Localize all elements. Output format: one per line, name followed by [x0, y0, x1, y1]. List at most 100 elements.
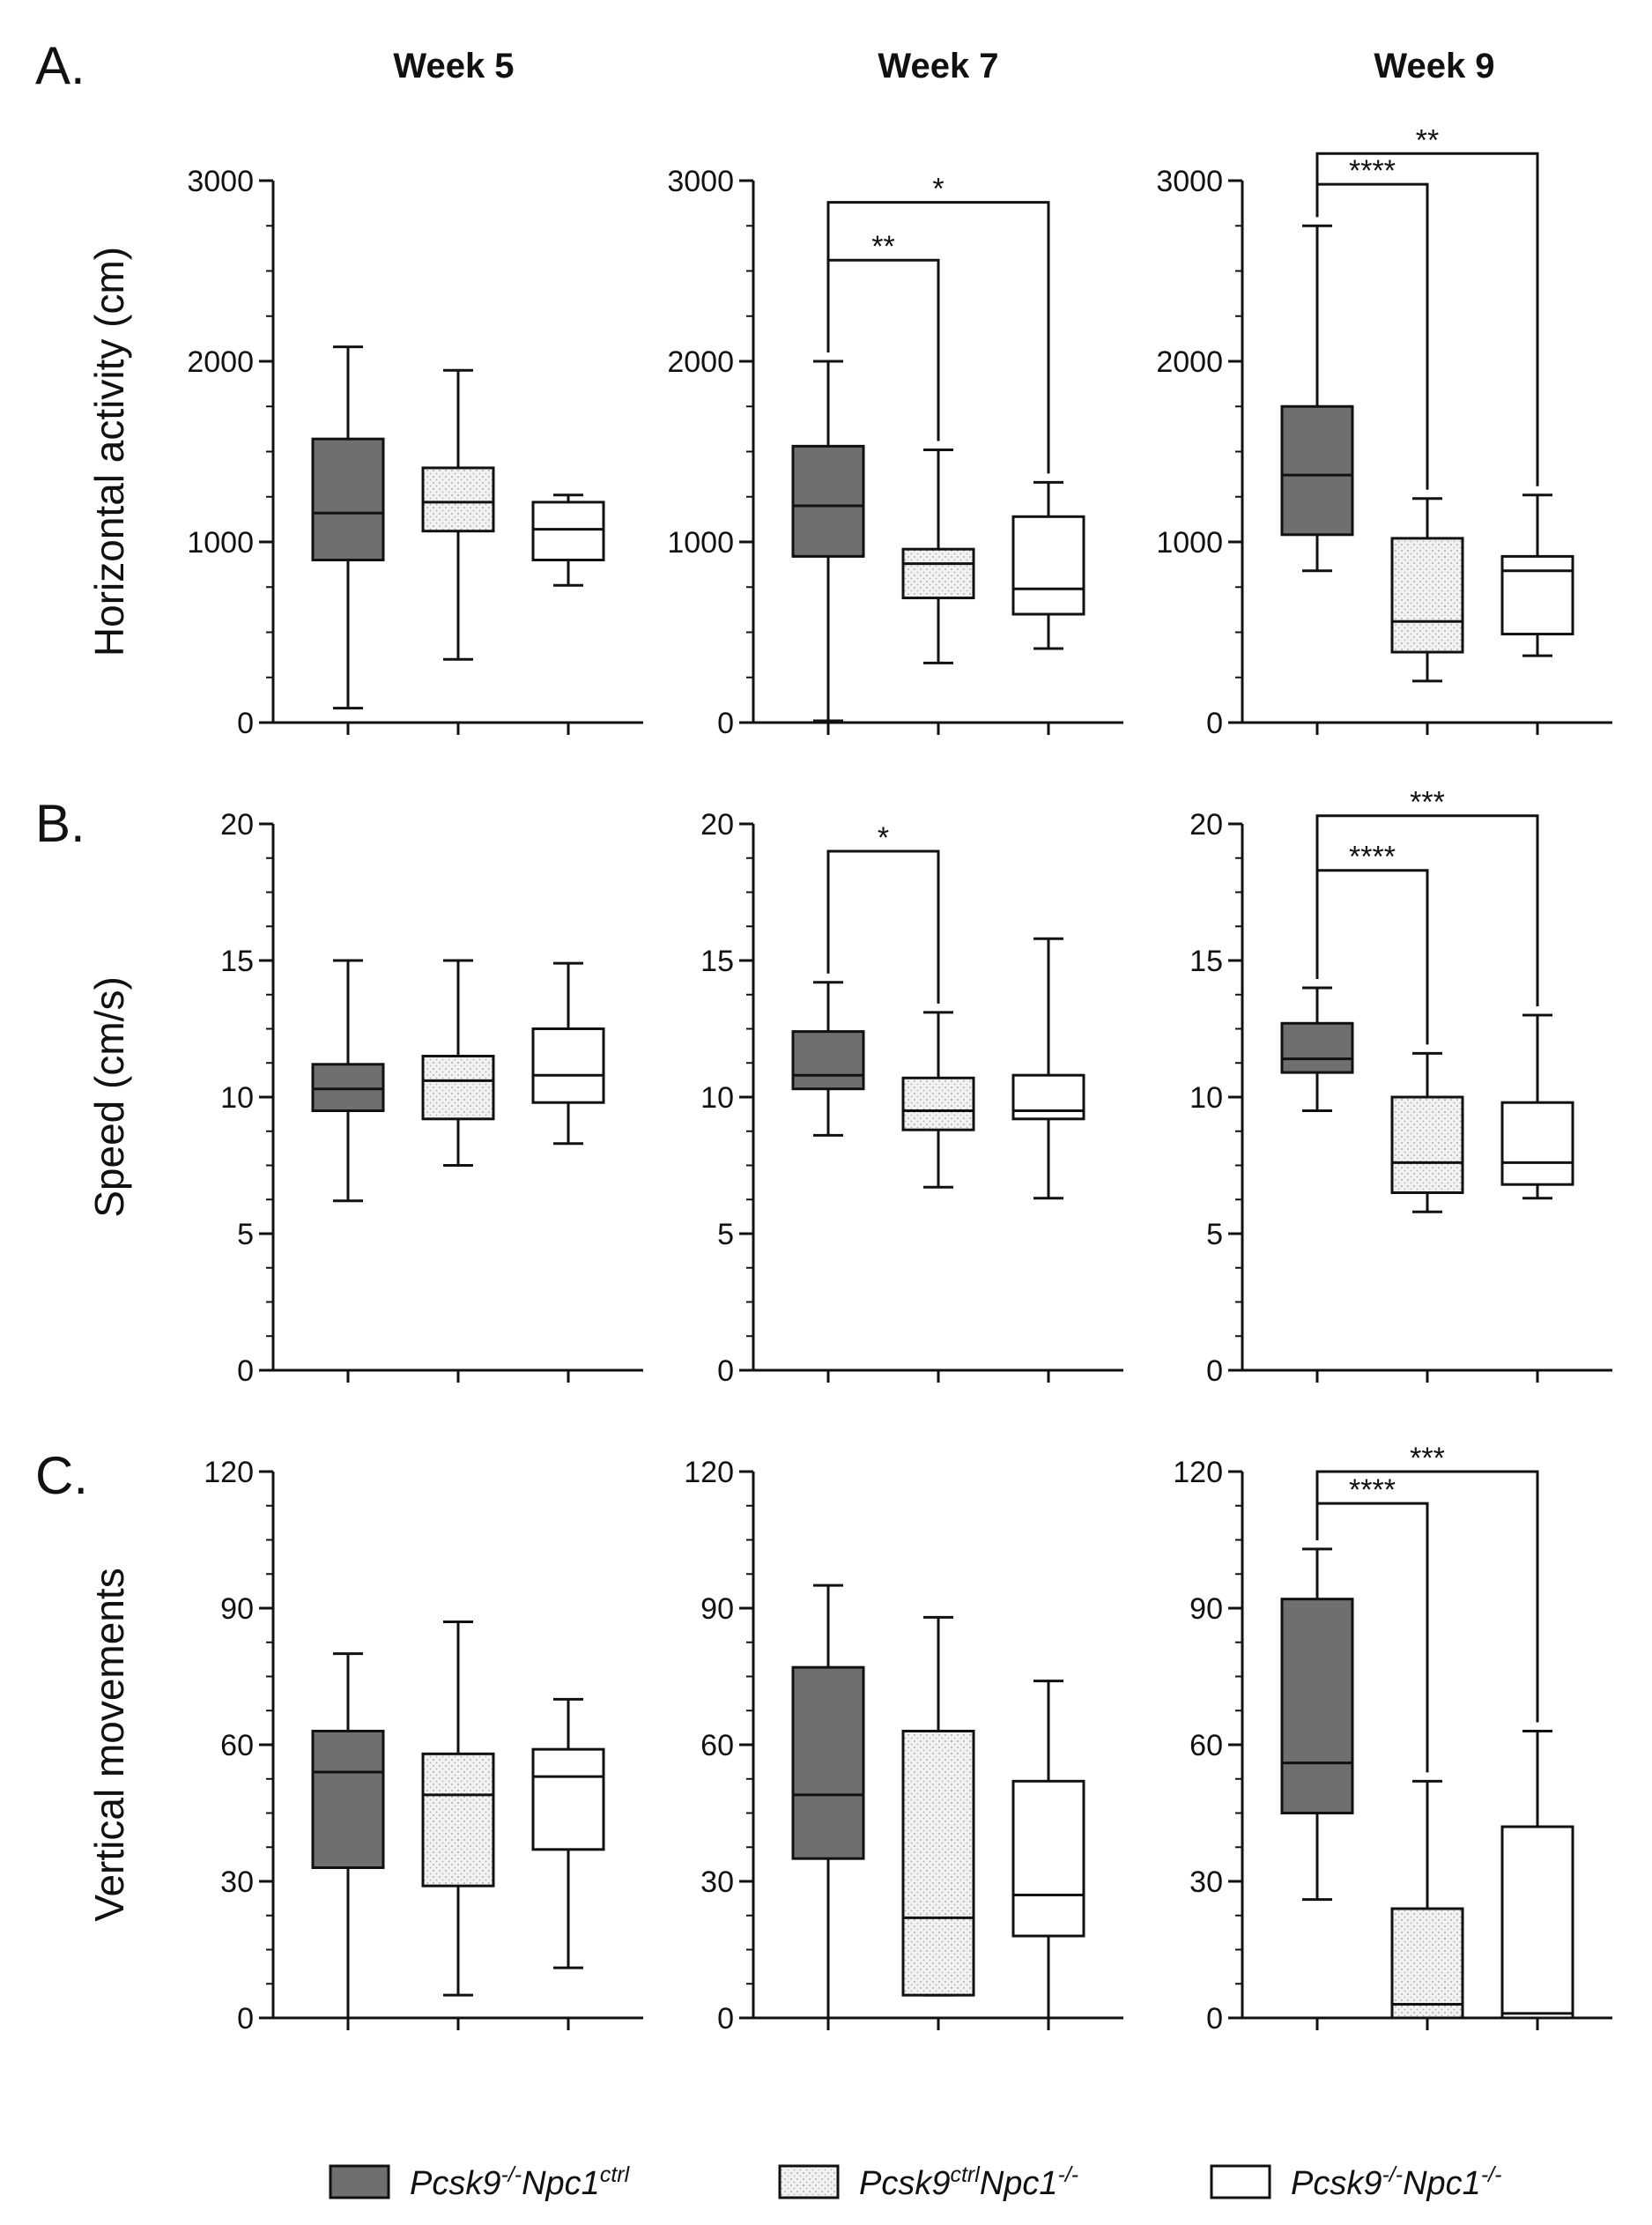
box-2: [1390, 1779, 1464, 2030]
row-label-c: C.: [35, 1446, 88, 1505]
box-3: [1011, 937, 1085, 1383]
y-tick-label: 1000: [1156, 526, 1223, 560]
iqr-box: [1390, 1095, 1464, 1194]
box-3: [1500, 1730, 1574, 2030]
box-3: [531, 961, 605, 1383]
y-tick-label: 2000: [667, 345, 734, 379]
significance-bracket: [1315, 1502, 1429, 1773]
y-tick-label: 10: [700, 1081, 734, 1115]
column-title-week9: Week 9: [1374, 47, 1494, 85]
iqr-box: [531, 501, 605, 562]
legend: Pcsk9-/-Npc1ctrl Pcsk9ctrlNpc1-/- Pcsk9-/-…: [329, 2162, 1501, 2202]
significance-bracket: [826, 258, 940, 441]
y-tick-label: 0: [717, 707, 734, 740]
iqr-box: [1011, 1073, 1085, 1121]
iqr-box: [1280, 1598, 1354, 1814]
significance-label: ***: [1410, 1442, 1445, 1475]
y-axis-label: Vertical movements: [86, 1568, 132, 1921]
box-2: [901, 1011, 975, 1383]
y-tick-label: 5: [717, 1218, 734, 1251]
box-1: [791, 360, 865, 735]
y-tick-label: 0: [1206, 2002, 1223, 2036]
legend-label: Pcsk9ctrlNpc1-/-: [859, 2162, 1078, 2202]
box-1: [1280, 1547, 1354, 2030]
y-tick-label: 20: [1189, 808, 1223, 842]
y-tick-label: 120: [1173, 1456, 1223, 1489]
significance-label: **: [871, 230, 894, 263]
y-tick-label: 3000: [1156, 165, 1223, 198]
iqr-box: [901, 1076, 975, 1131]
iqr-box: [791, 444, 865, 558]
box-2: [1390, 1051, 1464, 1383]
box-1: [791, 1583, 865, 2030]
panel-r2-c1: 0 30 60 90 120: [684, 1456, 1123, 2036]
box-2: [421, 959, 495, 1383]
iqr-box: [421, 466, 495, 533]
y-tick-label: 3000: [187, 165, 254, 198]
legend-item-3: Pcsk9-/-Npc1-/-: [1210, 2162, 1501, 2202]
significance-bracket: [826, 849, 940, 1004]
box-3: [531, 1697, 605, 2030]
y-tick-label: 120: [684, 1456, 734, 1489]
box-2: [421, 368, 495, 735]
y-tick-label: 10: [1189, 1081, 1223, 1115]
box-1: [311, 345, 385, 735]
box-3: [1011, 1680, 1085, 2030]
iqr-box: [531, 1747, 605, 1851]
significance-label: ****: [1349, 1473, 1396, 1507]
box-3: [531, 493, 605, 735]
significance-label: ****: [1349, 841, 1396, 874]
y-tick-label: 3000: [667, 165, 734, 198]
y-tick-label: 0: [717, 2002, 734, 2036]
iqr-box: [311, 437, 385, 561]
y-tick-label: 60: [700, 1729, 734, 1762]
iqr-box: [531, 1027, 605, 1104]
y-tick-label: 0: [237, 707, 254, 740]
significance-label: **: [1416, 123, 1439, 157]
y-tick-label: 2000: [1156, 345, 1223, 379]
y-tick-label: 15: [700, 945, 734, 978]
iqr-box: [1390, 1907, 1464, 2020]
iqr-box: [1500, 554, 1574, 636]
row-label-b: B.: [35, 794, 85, 853]
box-1: [1280, 224, 1354, 735]
significance-bracket: [1315, 182, 1429, 490]
panel-r1-c0: 0 5 10 15 20 Speed (cm/s): [86, 808, 643, 1388]
legend-swatch: [778, 2164, 840, 2199]
box-3: [1011, 480, 1085, 735]
y-tick-label: 5: [237, 1218, 254, 1251]
y-tick-label: 90: [700, 1592, 734, 1626]
significance-label: ***: [1410, 786, 1445, 820]
y-tick-label: 60: [1189, 1729, 1223, 1762]
iqr-box: [1390, 537, 1464, 654]
box-2: [901, 448, 975, 735]
iqr-box: [1280, 404, 1354, 537]
panel-r1-c1: 0 5 10 15 20 *: [700, 808, 1123, 1388]
iqr-box: [311, 1063, 385, 1113]
significance-label: *: [878, 821, 889, 855]
box-1: [1280, 986, 1354, 1383]
y-tick-label: 1000: [187, 526, 254, 560]
iqr-box: [1011, 1779, 1085, 1938]
iqr-box: [901, 1730, 975, 1997]
y-tick-label: 0: [237, 1354, 254, 1388]
y-tick-label: 0: [717, 1354, 734, 1388]
box-1: [311, 1652, 385, 2030]
significance-label: ****: [1349, 154, 1396, 188]
y-tick-label: 0: [1206, 707, 1223, 740]
panel-r2-c0: 0 30 60 90 120 Vertical movements: [86, 1456, 643, 2036]
y-tick-label: 120: [204, 1456, 254, 1489]
y-axis-label: Horizontal activity (cm): [86, 247, 132, 656]
box-1: [311, 959, 385, 1383]
y-tick-label: 90: [220, 1592, 254, 1626]
iqr-box: [421, 1752, 495, 1888]
legend-swatch: [1210, 2164, 1271, 2199]
y-tick-label: 2000: [187, 345, 254, 379]
y-tick-label: 1000: [667, 526, 734, 560]
legend-label: Pcsk9-/-Npc1ctrl: [410, 2162, 631, 2202]
y-tick-label: 5: [1206, 1218, 1223, 1251]
